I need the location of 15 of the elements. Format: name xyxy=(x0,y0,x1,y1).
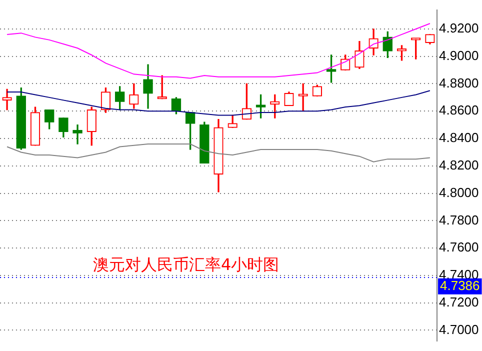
ref-line-label: 4.7386 xyxy=(440,278,480,293)
candlestick xyxy=(72,124,82,144)
y-tick-label: 4.7000 xyxy=(439,322,479,337)
y-tick-label: 4.7800 xyxy=(439,212,479,228)
y-tick-label: 4.8600 xyxy=(439,102,479,118)
y-tick-label: 4.7600 xyxy=(439,240,479,255)
candlestick xyxy=(2,88,12,110)
y-tick-label: 4.8200 xyxy=(439,157,479,172)
y-tick-label: 4.8000 xyxy=(439,184,479,200)
annotation: 澳元对人民币汇率4小时图 xyxy=(93,254,280,274)
y-tick-label: 4.7200 xyxy=(439,294,479,310)
y-tick-label: 4.9200 xyxy=(439,20,479,36)
y-tick-label: 4.8800 xyxy=(439,75,479,90)
y-tick-label: 4.8400 xyxy=(439,130,479,146)
y-tick-label: 4.9000 xyxy=(439,48,479,63)
